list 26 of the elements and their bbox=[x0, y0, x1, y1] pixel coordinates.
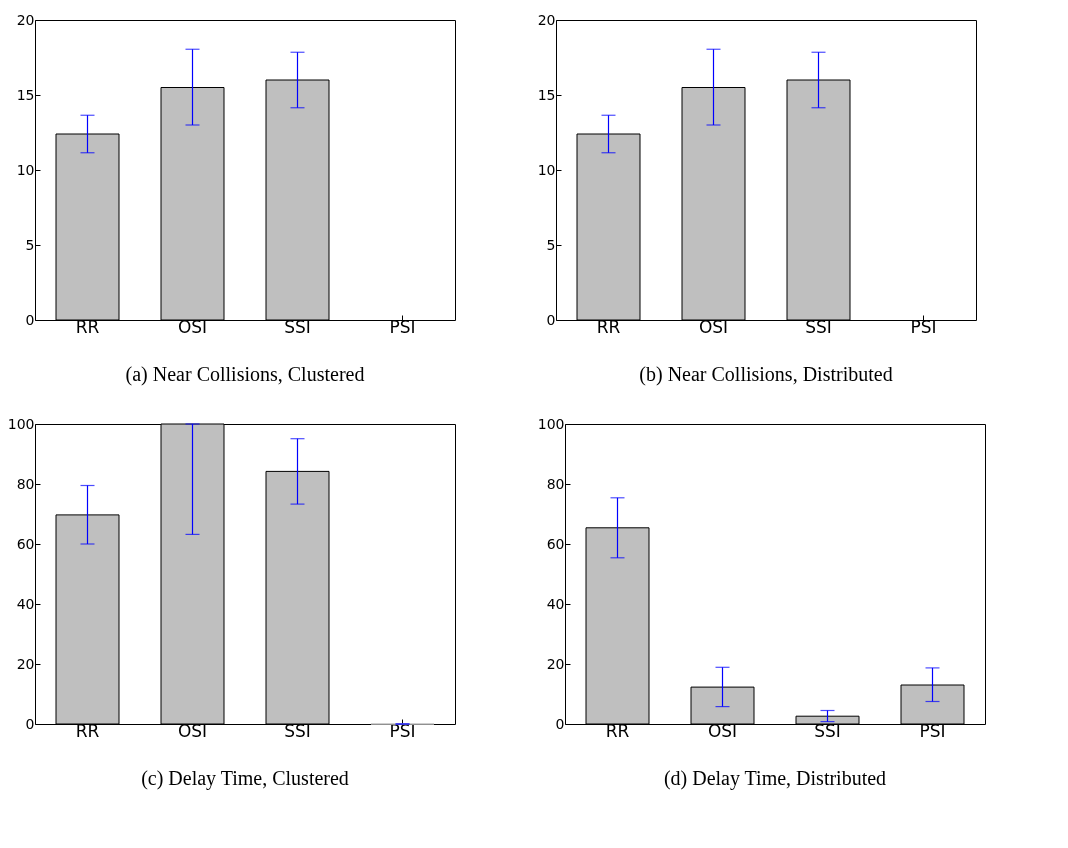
y-tick-label: 40 bbox=[16, 595, 35, 612]
y-tick-label: 0 bbox=[555, 715, 565, 732]
y-tick-label: 80 bbox=[546, 475, 565, 492]
y-tick-label: 20 bbox=[546, 655, 565, 672]
y-tick-label: 10 bbox=[537, 161, 556, 178]
y-tick-label: 80 bbox=[16, 475, 35, 492]
y-tick-label: 5 bbox=[546, 236, 556, 253]
y-tick-label: 15 bbox=[16, 86, 35, 103]
y-tick-label: 20 bbox=[16, 11, 35, 28]
y-tick-label: 0 bbox=[25, 311, 35, 328]
y-tick-label: 100 bbox=[7, 415, 35, 432]
text: (a) Near Collisions, Clustered bbox=[125, 363, 365, 386]
y-tick-label: 0 bbox=[25, 715, 35, 732]
y-tick-label: 20 bbox=[16, 655, 35, 672]
y-tick-label: 100 bbox=[537, 415, 565, 432]
y-tick-label: 60 bbox=[16, 535, 35, 552]
y-tick-label: 60 bbox=[546, 535, 565, 552]
y-tick-label: 15 bbox=[537, 86, 556, 103]
y-tick-label: 0 bbox=[546, 311, 556, 328]
text: (b) Near Collisions, Distributed bbox=[639, 363, 893, 386]
y-tick-label: 20 bbox=[537, 11, 556, 28]
y-tick-label: 40 bbox=[546, 595, 565, 612]
text: (d) Delay Time, Distributed bbox=[663, 767, 887, 790]
text: (c) Delay Time, Clustered bbox=[141, 767, 349, 790]
y-tick-label: 10 bbox=[16, 161, 35, 178]
y-tick-label: 5 bbox=[25, 236, 35, 253]
